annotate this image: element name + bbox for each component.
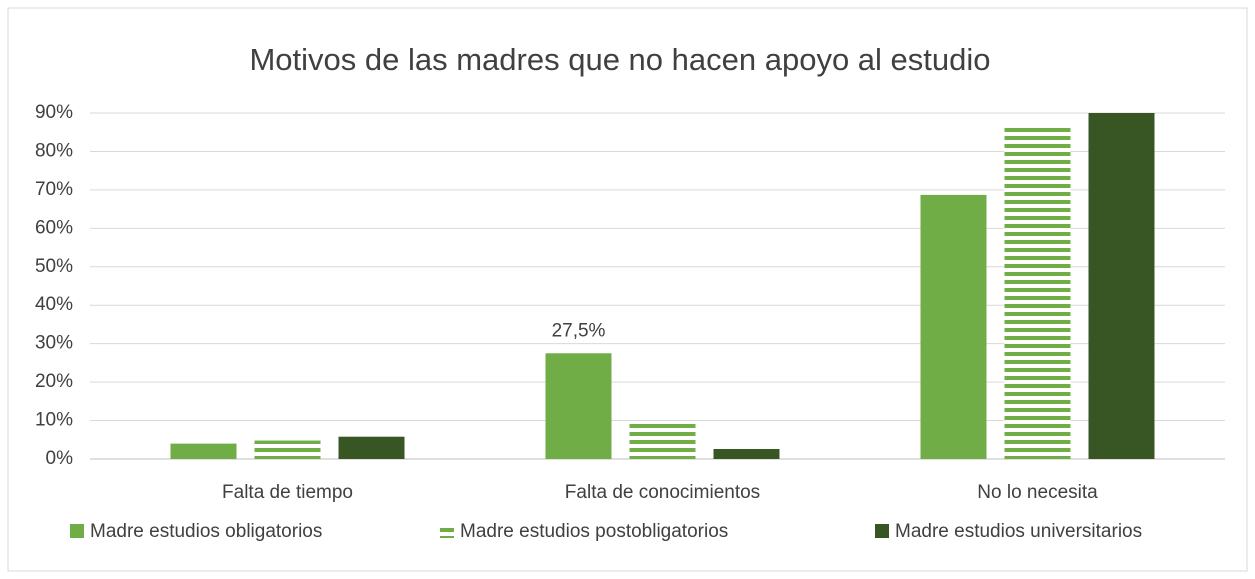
data-label: 27,5% (552, 320, 606, 341)
y-tick-label: 50% (35, 256, 73, 277)
legend-label: Madre estudios universitarios (895, 521, 1142, 542)
legend-label: Madre estudios obligatorios (90, 521, 322, 542)
bar (920, 194, 987, 460)
legend-swatch (875, 524, 889, 538)
legend-swatch (440, 524, 454, 538)
bar (629, 423, 696, 459)
bar (1088, 113, 1155, 459)
x-tick-label: Falta de conocimientos (565, 482, 760, 503)
y-tick-label: 70% (35, 179, 73, 200)
y-tick-label: 0% (46, 448, 74, 469)
legend-swatch (70, 524, 84, 538)
chart-title: Motivos de las madres que no hacen apoyo… (249, 42, 990, 77)
bar (254, 440, 321, 459)
bar (713, 449, 780, 459)
bar (1004, 127, 1071, 460)
y-tick-label: 10% (35, 410, 73, 431)
y-tick-label: 30% (35, 333, 73, 354)
bar (338, 436, 405, 459)
y-tick-label: 80% (35, 140, 73, 161)
legend-label: Madre estudios postobligatorios (460, 521, 728, 542)
y-tick-label: 20% (35, 371, 73, 392)
bar (545, 353, 612, 459)
y-tick-label: 60% (35, 217, 73, 238)
x-tick-label: No lo necesita (977, 482, 1098, 503)
x-tick-label: Falta de tiempo (222, 482, 353, 503)
y-tick-label: 90% (35, 102, 73, 123)
y-tick-label: 40% (35, 294, 73, 315)
bar (170, 443, 237, 459)
